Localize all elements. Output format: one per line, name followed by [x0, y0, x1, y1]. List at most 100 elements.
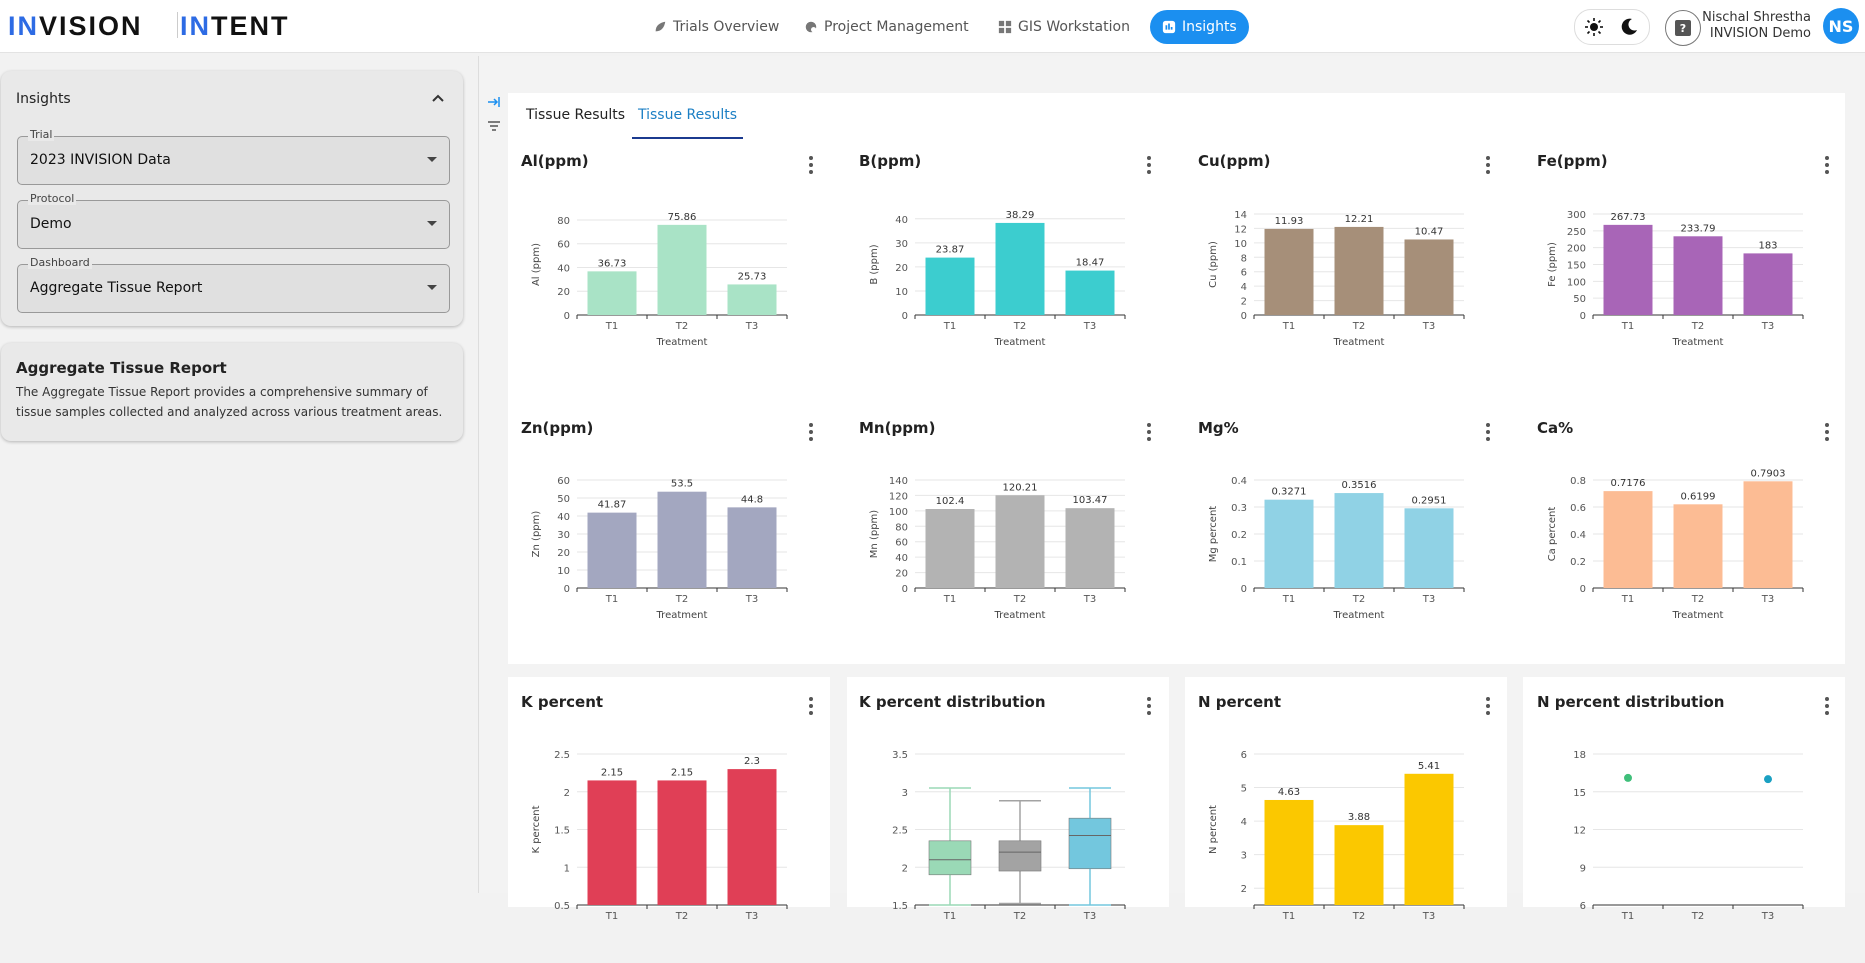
- n-percent-ytick-label: 3: [1241, 851, 1247, 862]
- al-ppm-ytick-label: 60: [557, 240, 570, 251]
- n-percent-distribution-outlier-point: [1764, 775, 1772, 784]
- b-ppm-data-label: 23.87: [936, 245, 965, 256]
- collapse-sidebar-icon[interactable]: [487, 96, 501, 108]
- n-percent-ytick-label: 4: [1241, 817, 1247, 828]
- al-ppm-ytick-label: 40: [557, 263, 570, 274]
- caret-down-icon: [427, 157, 437, 162]
- more-options-icon[interactable]: [1825, 423, 1829, 444]
- mn-ppm-ytick-label: 0: [902, 584, 908, 595]
- b-ppm-bar: [925, 257, 975, 315]
- user-name: Nischal Shrestha: [1702, 10, 1811, 25]
- intent-logo[interactable]: INTENT: [180, 11, 290, 41]
- help-button[interactable]: ?: [1665, 10, 1701, 46]
- k-percent-data-label: 2.15: [671, 767, 693, 778]
- tab-tissue-results-active[interactable]: Tissue Results: [632, 93, 744, 139]
- sun-icon[interactable]: [1584, 17, 1604, 37]
- mg-ytick-label: 0.4: [1231, 476, 1247, 487]
- more-options-icon[interactable]: [1147, 156, 1151, 177]
- mn-ppm-ytick-label: 40: [895, 553, 908, 564]
- b-ppm-chart-title: B(ppm): [859, 152, 922, 170]
- chevron-up-icon[interactable]: [431, 93, 445, 103]
- fe-ppm-ytick-label: 150: [1567, 261, 1586, 272]
- more-options-icon[interactable]: [1486, 423, 1490, 444]
- fe-ppm-ytick-label: 200: [1567, 244, 1586, 255]
- k-percent-data-label: 2.15: [601, 767, 623, 778]
- al-ppm-data-label: 75.86: [668, 212, 697, 223]
- trial-select[interactable]: Trial 2023 INVISION Data: [17, 128, 450, 185]
- mg-ytick-label: 0: [1241, 584, 1247, 595]
- theme-toggle[interactable]: [1574, 9, 1650, 45]
- k-percent-y-axis-label: K percent: [531, 805, 542, 853]
- k-percent-xtick-label: T1: [605, 911, 618, 922]
- more-options-icon[interactable]: [809, 156, 813, 177]
- zn-ppm-ytick-label: 40: [557, 512, 570, 523]
- zn-ppm-bar: [727, 507, 777, 588]
- filter-icon[interactable]: [487, 120, 501, 132]
- cu-ppm-ytick-label: 8: [1241, 253, 1247, 264]
- nav-project-management[interactable]: Project Management: [792, 10, 981, 44]
- zn-ppm-xtick-label: T2: [675, 594, 688, 605]
- ca-x-axis-label: Treatment: [1672, 610, 1724, 621]
- k-percent-chart: 0.5 1 1.5 2 2.5 T1 T2 T3 K percent 2.15 2.15 2.3: [531, 750, 788, 922]
- zn-ppm-ytick-label: 30: [557, 530, 570, 541]
- fe-ppm-xtick-label: T3: [1761, 321, 1774, 332]
- k-percent-data-label: 2.3: [744, 756, 760, 767]
- more-options-icon[interactable]: [1486, 697, 1490, 718]
- fe-ppm-x-axis-label: Treatment: [1672, 337, 1724, 348]
- zn-ppm-data-label: 53.5: [671, 479, 693, 490]
- cu-ppm-ytick-label: 2: [1241, 297, 1247, 308]
- cu-ppm-xtick-label: T2: [1352, 321, 1365, 332]
- mg-ytick-label: 0.1: [1231, 557, 1247, 568]
- more-options-icon[interactable]: [809, 697, 813, 718]
- mn-ppm-data-label: 103.47: [1073, 495, 1108, 506]
- n-percent-distribution-xtick-label: T1: [1621, 911, 1634, 922]
- nav-trials-overview[interactable]: Trials Overview: [641, 10, 791, 44]
- invision-logo[interactable]: INVISION: [8, 11, 143, 41]
- al-ppm-bar: [587, 271, 637, 315]
- report-title: Aggregate Tissue Report: [16, 359, 227, 377]
- more-options-icon[interactable]: [1486, 156, 1490, 177]
- mg-bar: [1334, 493, 1384, 588]
- tab-tissue-results[interactable]: Tissue Results: [526, 107, 626, 123]
- ca-xtick-label: T1: [1621, 594, 1634, 605]
- grid-icon: [998, 20, 1012, 34]
- avatar[interactable]: NS: [1823, 8, 1859, 44]
- k-percent-distribution-box: [1068, 817, 1112, 870]
- al-ppm-chart: 0 20 40 60 80 T1 T2 T3 Treatment Al (ppm) 36.73 75.…: [531, 212, 788, 348]
- n-percent-distribution-outlier-point: [1624, 773, 1632, 782]
- more-options-icon[interactable]: [809, 423, 813, 444]
- zn-ppm-bar: [587, 512, 637, 588]
- al-ppm-bar: [657, 224, 707, 315]
- fe-ppm-data-label: 233.79: [1681, 223, 1716, 234]
- more-options-icon[interactable]: [1147, 423, 1151, 444]
- ca-ytick-label: 0: [1580, 584, 1586, 595]
- n-percent-distribution-chart-title: N percent distribution: [1537, 693, 1725, 711]
- k-percent-ytick-label: 2: [564, 788, 570, 799]
- ca-data-label: 0.7903: [1751, 468, 1786, 479]
- mn-ppm-xtick-label: T2: [1013, 594, 1026, 605]
- dashboard-select[interactable]: Dashboard Aggregate Tissue Report: [17, 256, 450, 313]
- cu-ppm-x-axis-label: Treatment: [1333, 337, 1385, 348]
- al-ppm-chart-title: Al(ppm): [521, 152, 589, 170]
- fe-ppm-data-label: 267.73: [1611, 212, 1646, 223]
- more-options-icon[interactable]: [1147, 697, 1151, 718]
- caret-down-icon: [427, 285, 437, 290]
- n-percent-distribution-ytick-label: 18: [1573, 750, 1586, 761]
- mn-ppm-ytick-label: 60: [895, 538, 908, 549]
- b-ppm-data-label: 38.29: [1006, 210, 1035, 221]
- nav-insights[interactable]: Insights: [1150, 10, 1249, 44]
- k-percent-ytick-label: 1.5: [554, 826, 570, 837]
- mn-ppm-bar: [925, 509, 975, 588]
- user-info[interactable]: Nischal Shrestha INVISION Demo: [1702, 10, 1811, 42]
- more-options-icon[interactable]: [1825, 156, 1829, 177]
- nav-gis-workstation[interactable]: GIS Workstation: [986, 10, 1142, 44]
- b-ppm-data-label: 18.47: [1076, 258, 1105, 269]
- moon-icon[interactable]: [1619, 17, 1639, 37]
- cu-ppm-data-label: 12.21: [1345, 214, 1374, 225]
- sidebar-title: Insights: [16, 91, 71, 107]
- more-options-icon[interactable]: [1825, 697, 1829, 718]
- protocol-select[interactable]: Protocol Demo: [17, 192, 450, 249]
- zn-ppm-ytick-label: 0: [564, 584, 570, 595]
- n-percent-xtick-label: T3: [1422, 911, 1435, 922]
- cu-ppm-chart: 0 2 4 6 8 10 12 14 T1 T2 T3 Treatment Cu (ppm) 11.93 1…: [1208, 210, 1465, 348]
